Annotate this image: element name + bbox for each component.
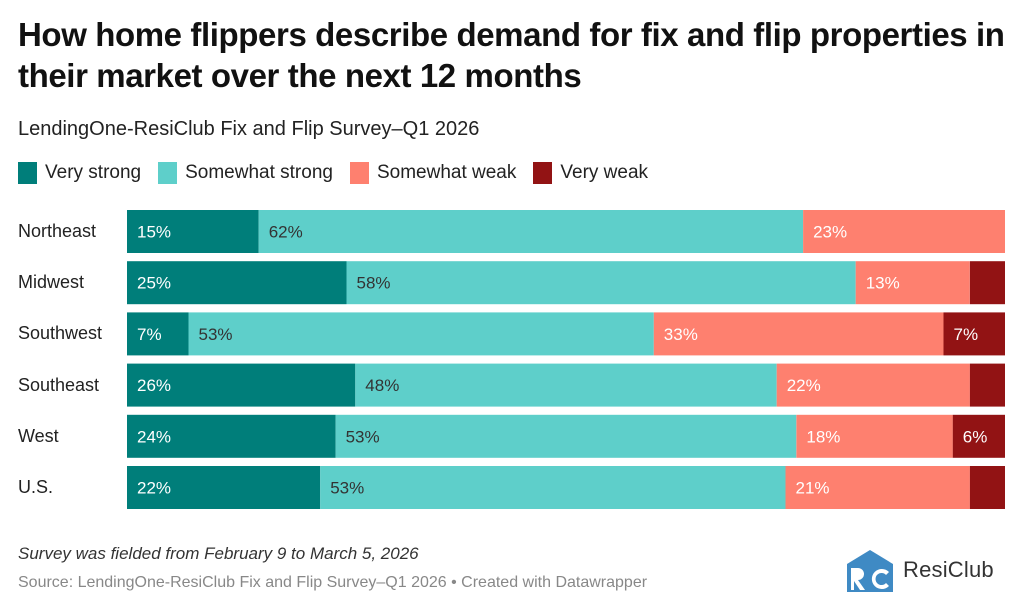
chart-title: How home flippers describe demand for fi… [18, 16, 1005, 94]
bar-segment-somewhat-strong [346, 261, 856, 305]
data-label: 25% [137, 274, 171, 293]
data-label: 24% [137, 427, 171, 446]
legend-swatch [349, 162, 369, 184]
category-label: Southeast [18, 374, 100, 395]
bar-segment-very-strong [127, 414, 336, 458]
bar-segment-somewhat-weak [776, 363, 970, 407]
category-label: West [18, 425, 59, 446]
bar-segment-very-strong [127, 210, 259, 253]
bar-segment-very-strong [127, 312, 189, 356]
logo-text: ResiClub [903, 557, 994, 582]
bar-segment-very-weak [952, 414, 1005, 458]
bar-segment-somewhat-weak [785, 466, 970, 509]
bar-segment-somewhat-strong [320, 466, 786, 509]
bar-segment-somewhat-weak [803, 210, 1005, 253]
legend-swatch [18, 162, 37, 184]
data-label: 13% [866, 274, 900, 293]
bar-segment-very-strong [127, 363, 356, 407]
data-label: 22% [787, 376, 821, 395]
bar-segment-very-weak [969, 466, 1005, 509]
data-label: 7% [954, 325, 979, 344]
bar-segment-somewhat-strong [188, 312, 654, 356]
data-label: 62% [269, 223, 303, 242]
resiclub-logo: ResiClub [845, 548, 994, 592]
legend-item-very-strong: Very strong [18, 162, 141, 184]
legend-label: Very weak [560, 162, 649, 183]
data-label: 6% [963, 427, 988, 446]
resiclub-logo-icon [847, 550, 893, 592]
legend-swatch [158, 162, 178, 184]
bar-segment-very-weak [969, 363, 1005, 407]
bar-segment-somewhat-weak [855, 261, 970, 305]
bar-segment-somewhat-strong [355, 363, 777, 407]
data-label: 33% [664, 325, 698, 344]
legend-item-very-weak: Very weak [533, 162, 648, 184]
data-label: 58% [357, 274, 391, 293]
data-label: 53% [330, 479, 364, 498]
chart-subtitle: LendingOne-ResiClub Fix and Flip Survey–… [18, 118, 480, 140]
data-label: 22% [137, 479, 171, 498]
bar-segment-very-strong [127, 466, 321, 509]
data-label: 48% [365, 376, 399, 395]
source-line: Source: LendingOne-ResiClub Fix and Flip… [18, 574, 648, 591]
category-label: U.S. [18, 477, 54, 497]
data-label: 7% [137, 325, 162, 344]
legend-item-somewhat-strong: Somewhat strong [158, 162, 333, 184]
data-label: 21% [796, 479, 830, 498]
data-label: 18% [806, 427, 840, 446]
bar-segment-somewhat-weak [653, 312, 944, 356]
footnote: Survey was fielded from February 9 to Ma… [18, 544, 419, 563]
legend-label: Somewhat weak [376, 162, 517, 183]
category-label: Southwest [18, 323, 103, 344]
data-label: 53% [346, 427, 380, 446]
legend-label: Very strong [45, 162, 142, 183]
legend-item-somewhat-weak: Somewhat weak [349, 162, 517, 184]
category-label: Northeast [18, 221, 97, 241]
data-label: 15% [137, 223, 171, 242]
bar-segment-somewhat-strong [335, 414, 797, 458]
bar-segment-very-strong [127, 261, 347, 305]
data-label: 53% [199, 325, 233, 344]
bar-segment-somewhat-weak [796, 414, 953, 458]
bar-segment-somewhat-strong [258, 210, 804, 253]
data-label: 26% [137, 376, 171, 395]
data-label: 23% [813, 223, 847, 242]
legend: Very strong Somewhat strong Somewhat wea… [18, 162, 665, 184]
bar-segment-very-weak [943, 312, 1005, 356]
legend-swatch [533, 162, 553, 184]
legend-label: Somewhat strong [185, 162, 333, 183]
category-label: Midwest [18, 272, 85, 293]
bar-segment-very-weak [969, 261, 1005, 305]
